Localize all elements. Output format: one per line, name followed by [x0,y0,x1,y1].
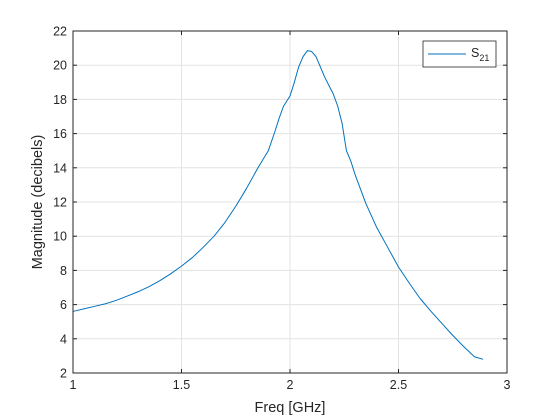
y-axis-label: Magnitude (decibels) [30,135,46,270]
x-axis-label: Freq [GHz] [255,400,326,416]
y-tick-label: 18 [53,93,67,107]
x-tick-label: 3 [504,378,511,392]
y-tick-label: 6 [60,298,67,312]
y-tick-label: 16 [53,127,67,141]
x-tick-label: 1.5 [173,378,190,392]
x-tick-label: 2.5 [390,378,407,392]
legend-label-base: S [471,46,479,60]
y-tick-label: 8 [60,264,67,278]
y-tick-label: 12 [53,196,67,210]
y-tick-label: 14 [53,161,67,175]
grid-lines [72,30,508,374]
axis-ticks [72,30,508,374]
legend-label-sub: 21 [479,53,489,63]
tick-labels: 1 1.5 2 2.5 3 2 4 6 8 10 12 14 16 18 20 22 [53,25,510,393]
x-tick-label: 1 [70,378,77,392]
y-tick-label: 2 [60,367,67,381]
y-tick-label: 4 [60,332,67,346]
x-tick-label: 2 [287,378,294,392]
y-tick-label: 22 [53,25,67,39]
y-tick-label: 10 [53,230,67,244]
legend: S21 [422,40,497,68]
legend-label: S21 [471,46,489,63]
series-line-s21 [72,50,484,360]
y-tick-label: 20 [53,59,67,73]
